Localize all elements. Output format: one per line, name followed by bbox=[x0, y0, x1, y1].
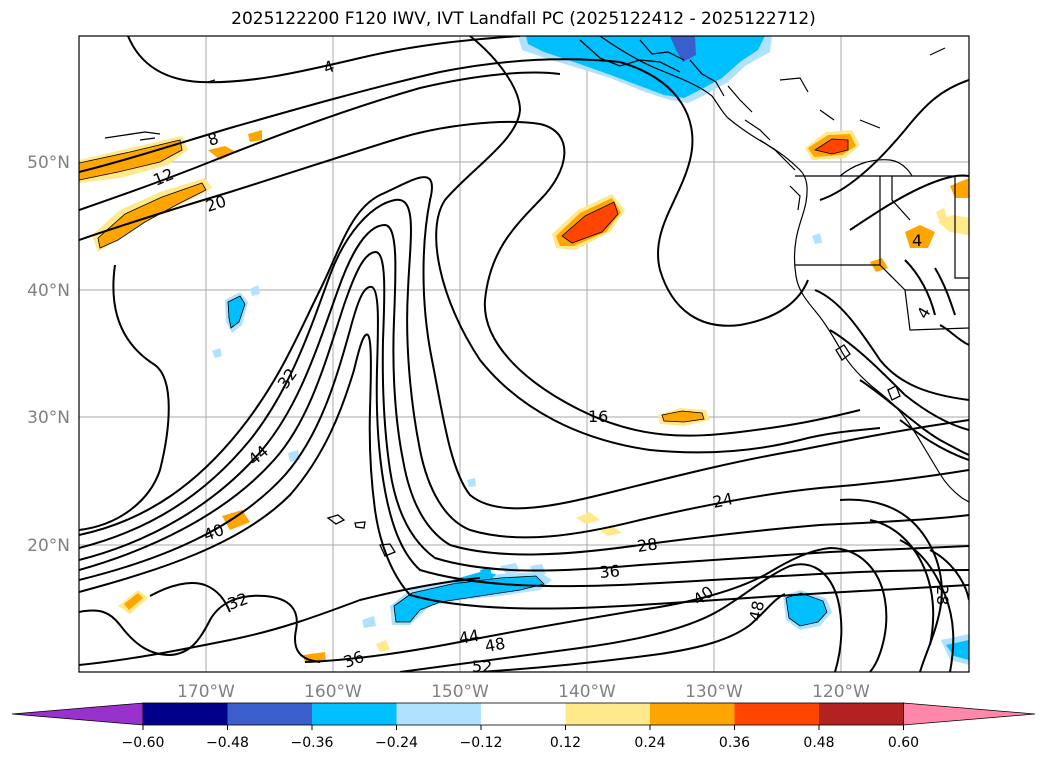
colorbar-extend-max bbox=[903, 702, 1036, 726]
contour-label: 24 bbox=[711, 489, 735, 512]
colorbar-segment bbox=[734, 703, 820, 725]
positive-anomaly-fills bbox=[79, 130, 969, 663]
colorbar-extend-min bbox=[11, 702, 144, 726]
colorbar-segment bbox=[227, 703, 313, 725]
lon-label-130: 130°W bbox=[685, 682, 743, 702]
iwv-contours bbox=[79, 36, 969, 672]
colorbar-tick-label: 0.48 bbox=[803, 735, 834, 751]
colorbar-segments bbox=[11, 702, 1036, 726]
islands bbox=[104, 79, 901, 557]
colorbar-outline bbox=[142, 702, 904, 726]
map-title: 2025122200 F120 IWV, IVT Landfall PC (20… bbox=[231, 9, 816, 29]
colorbar: −0.60 −0.48 −0.36 −0.24 −0.12 0.12 0.24 0.36 0.4… bbox=[11, 702, 1036, 751]
colorbar-segment bbox=[481, 703, 566, 725]
colorbar-tick-label: −0.24 bbox=[375, 735, 418, 751]
colorbar-ticks: −0.60 −0.48 −0.36 −0.24 −0.12 0.12 0.24 0.36 0.4… bbox=[122, 725, 919, 751]
lon-label-170: 170°W bbox=[177, 682, 235, 702]
lat-label-40: 40°N bbox=[27, 281, 70, 301]
contour-label: 48 bbox=[745, 599, 768, 623]
contour-label: 28 bbox=[636, 534, 659, 556]
colorbar-tick-label: −0.36 bbox=[291, 735, 334, 751]
lat-label-20: 20°N bbox=[27, 536, 70, 556]
contour-label: 4 bbox=[912, 231, 922, 250]
colorbar-tick-label: 0.12 bbox=[550, 735, 581, 751]
colorbar-segment bbox=[143, 703, 228, 725]
colorbar-tick-label: 0.36 bbox=[719, 735, 750, 751]
latitude-labels: 50°N 40°N 30°N 20°N bbox=[27, 153, 70, 556]
longitude-labels: 170°W 160°W 150°W 140°W 130°W 120°W bbox=[177, 682, 870, 702]
colorbar-tick-label: −0.48 bbox=[206, 735, 249, 751]
anomaly-outlines bbox=[79, 138, 849, 627]
contour-label: 48 bbox=[483, 634, 506, 656]
map-frame bbox=[78, 35, 970, 673]
colorbar-tick-label: 0.24 bbox=[634, 735, 665, 751]
colorbar-tick-label: 0.60 bbox=[888, 735, 919, 751]
contour-label: 44 bbox=[457, 626, 480, 648]
colorbar-segment bbox=[565, 703, 651, 725]
lat-label-50: 50°N bbox=[27, 153, 70, 173]
colorbar-tick-label: −0.60 bbox=[122, 735, 165, 751]
lon-label-140: 140°W bbox=[558, 682, 616, 702]
colorbar-segment bbox=[396, 703, 482, 725]
colorbar-tick-label: −0.12 bbox=[460, 735, 503, 751]
colorbar-segment bbox=[312, 703, 397, 725]
contour-label: 36 bbox=[599, 561, 621, 582]
contour-label: 52 bbox=[472, 657, 492, 676]
lat-label-30: 30°N bbox=[27, 408, 70, 428]
colorbar-segment bbox=[650, 703, 735, 725]
contour-label: 28 bbox=[933, 585, 952, 605]
colorbar-segment bbox=[819, 703, 904, 725]
lon-label-120: 120°W bbox=[812, 682, 870, 702]
lon-label-160: 160°W bbox=[304, 682, 362, 702]
contour-label: 16 bbox=[588, 407, 608, 426]
lon-label-150: 150°W bbox=[431, 682, 489, 702]
coastline bbox=[579, 36, 969, 503]
